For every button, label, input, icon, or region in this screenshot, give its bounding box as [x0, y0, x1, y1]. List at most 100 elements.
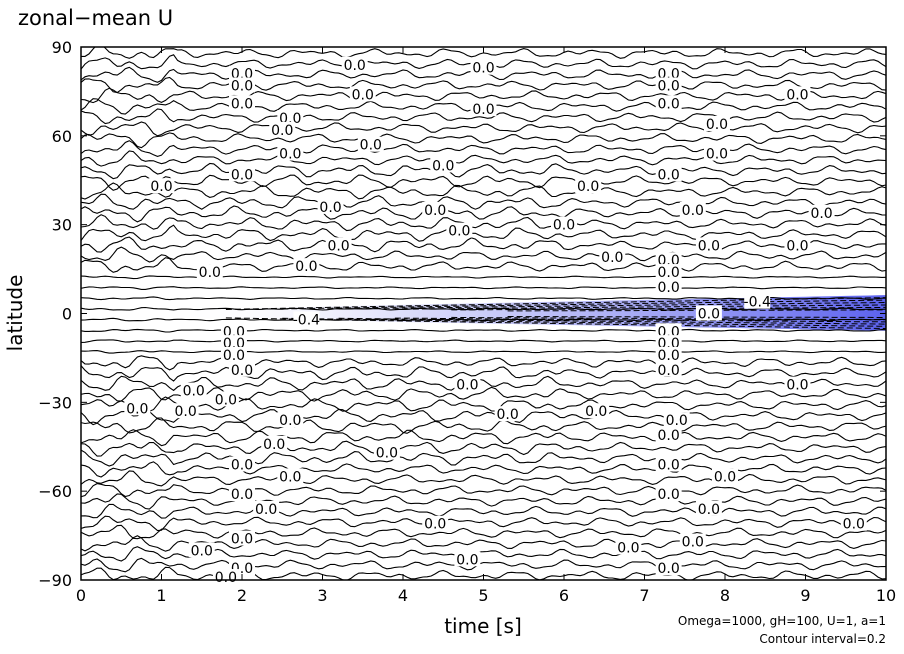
- contour-label-bg: [277, 110, 304, 126]
- contour-line: [81, 150, 886, 167]
- contour-label: 0.0: [714, 469, 736, 485]
- contour-label-bg: [840, 515, 867, 531]
- contour-label: 0.0: [698, 307, 720, 323]
- contour-label: 0.0: [231, 487, 253, 503]
- contour-label-bg: [655, 346, 682, 362]
- contour-label-group: -0.4: [744, 293, 771, 311]
- contour-label-group: 0.0: [422, 515, 449, 533]
- contour-label-group: 0.0: [840, 515, 867, 533]
- contour-label-bg: [229, 361, 255, 377]
- contour-label-bg: [695, 305, 722, 321]
- contour-label-group: 0.0: [277, 412, 304, 429]
- contour-label: 0.0: [585, 404, 607, 420]
- contour-label-bg: [744, 293, 771, 309]
- contour-label-group: 0.0: [277, 145, 304, 163]
- contour-label: 0.0: [376, 446, 398, 462]
- contour-label-bg: [269, 121, 296, 137]
- contour-label: 0.0: [175, 404, 197, 420]
- contour-line: [81, 132, 886, 149]
- contour-label-bg: [655, 426, 682, 442]
- contour-label-bg: [172, 403, 199, 419]
- contour-label-bg: [575, 178, 602, 194]
- contour-line: [81, 121, 886, 137]
- y-tick-label: 0: [62, 305, 72, 324]
- contour-line: [81, 76, 886, 94]
- contour-label-bg: [430, 157, 457, 173]
- contour-label-group: 0.0: [679, 201, 706, 219]
- x-tick-label: 1: [156, 586, 166, 605]
- contour-label-bg: [261, 435, 288, 451]
- contour-label: 0.0: [255, 502, 277, 518]
- contour-label: -0.4: [293, 312, 320, 328]
- contour-label-bg: [583, 403, 610, 419]
- contour-label-bg: [220, 335, 247, 351]
- negative-fill: [169, 295, 886, 331]
- contour-line: [81, 355, 886, 371]
- contour-label-bg: [229, 95, 255, 111]
- contour-label-group: 0.0: [341, 56, 368, 74]
- contour-label-group: 0.0: [454, 376, 481, 394]
- contour-label: 0.0: [215, 392, 237, 408]
- contour-label-group: 0.0: [357, 136, 384, 154]
- contour-label: 0.0: [658, 167, 680, 183]
- contour-label-bg: [325, 237, 352, 253]
- negative-contour: [338, 317, 886, 325]
- x-tick-label: 10: [876, 586, 896, 605]
- y-axis-label: latitude: [3, 275, 27, 352]
- x-tick-label: 4: [398, 586, 408, 605]
- contour-label-group: 0.0: [325, 237, 352, 254]
- negative-contour: [338, 302, 886, 310]
- contour-label-bg: [655, 486, 682, 502]
- negative-contour: [225, 317, 886, 329]
- contour-label: 0.0: [786, 378, 808, 394]
- contour-label: 0.0: [497, 407, 519, 423]
- contour-label-bg: [422, 201, 449, 217]
- contour-label-group: 0.0: [784, 237, 811, 254]
- contour-label-bg: [454, 551, 481, 567]
- contour-label-group: 0.0: [124, 400, 151, 417]
- contour-line: [81, 429, 886, 447]
- contour-label: 0.0: [231, 458, 253, 474]
- contour-lines: [81, 47, 886, 580]
- contour-label-group: 0.0: [655, 426, 682, 444]
- contour-label: 0.0: [658, 96, 680, 112]
- contour-label-bg: [615, 539, 642, 555]
- contour-line: [81, 440, 886, 457]
- contour-label: 0.0: [698, 502, 720, 518]
- contour-label-group: 0.0: [703, 145, 730, 163]
- contour-label: 0.0: [150, 179, 172, 195]
- contour-label-bg: [470, 101, 497, 117]
- negative-contour: [451, 316, 886, 321]
- contour-label-group: 0.0: [599, 249, 626, 266]
- contour-label: 0.0: [786, 87, 808, 103]
- contour-label: 0.0: [279, 147, 301, 163]
- contour-label-group: 0.0: [430, 157, 457, 174]
- x-tick-label: 7: [639, 586, 649, 605]
- contour-line: [81, 408, 886, 426]
- x-axis-label: time [s]: [444, 614, 522, 638]
- contour-label-group: 0.0: [655, 560, 682, 577]
- contour-label-group: 0.0: [349, 86, 376, 103]
- contour-label-group: 0.0: [229, 361, 255, 379]
- contour-label-group: 0.0: [615, 539, 642, 556]
- contour-label: 0.0: [126, 401, 148, 417]
- contour-label-bg: [253, 500, 280, 516]
- contour-label: 0.0: [682, 203, 704, 219]
- contour-label-bg: [220, 323, 247, 339]
- contour-line: [81, 214, 886, 232]
- contour-line: [81, 483, 886, 498]
- contour-label-bg: [599, 249, 626, 265]
- contour-label: 0.0: [472, 102, 494, 118]
- contour-label-bg: [679, 533, 706, 549]
- contour-line: [81, 461, 886, 478]
- contour-label-group: 0.0: [712, 468, 738, 485]
- contour-label-group: 0.0: [229, 486, 255, 503]
- contour-label-bg: [446, 222, 473, 238]
- contour-label-group: 0.0: [293, 258, 320, 275]
- x-tick-label: 9: [800, 586, 810, 605]
- contour-label-bg: [470, 59, 497, 75]
- contour-label: 0.0: [231, 532, 253, 548]
- contour-label-group: 0.0: [229, 456, 255, 474]
- contour-label-bg: [277, 412, 304, 428]
- contour-label-bg: [655, 361, 682, 377]
